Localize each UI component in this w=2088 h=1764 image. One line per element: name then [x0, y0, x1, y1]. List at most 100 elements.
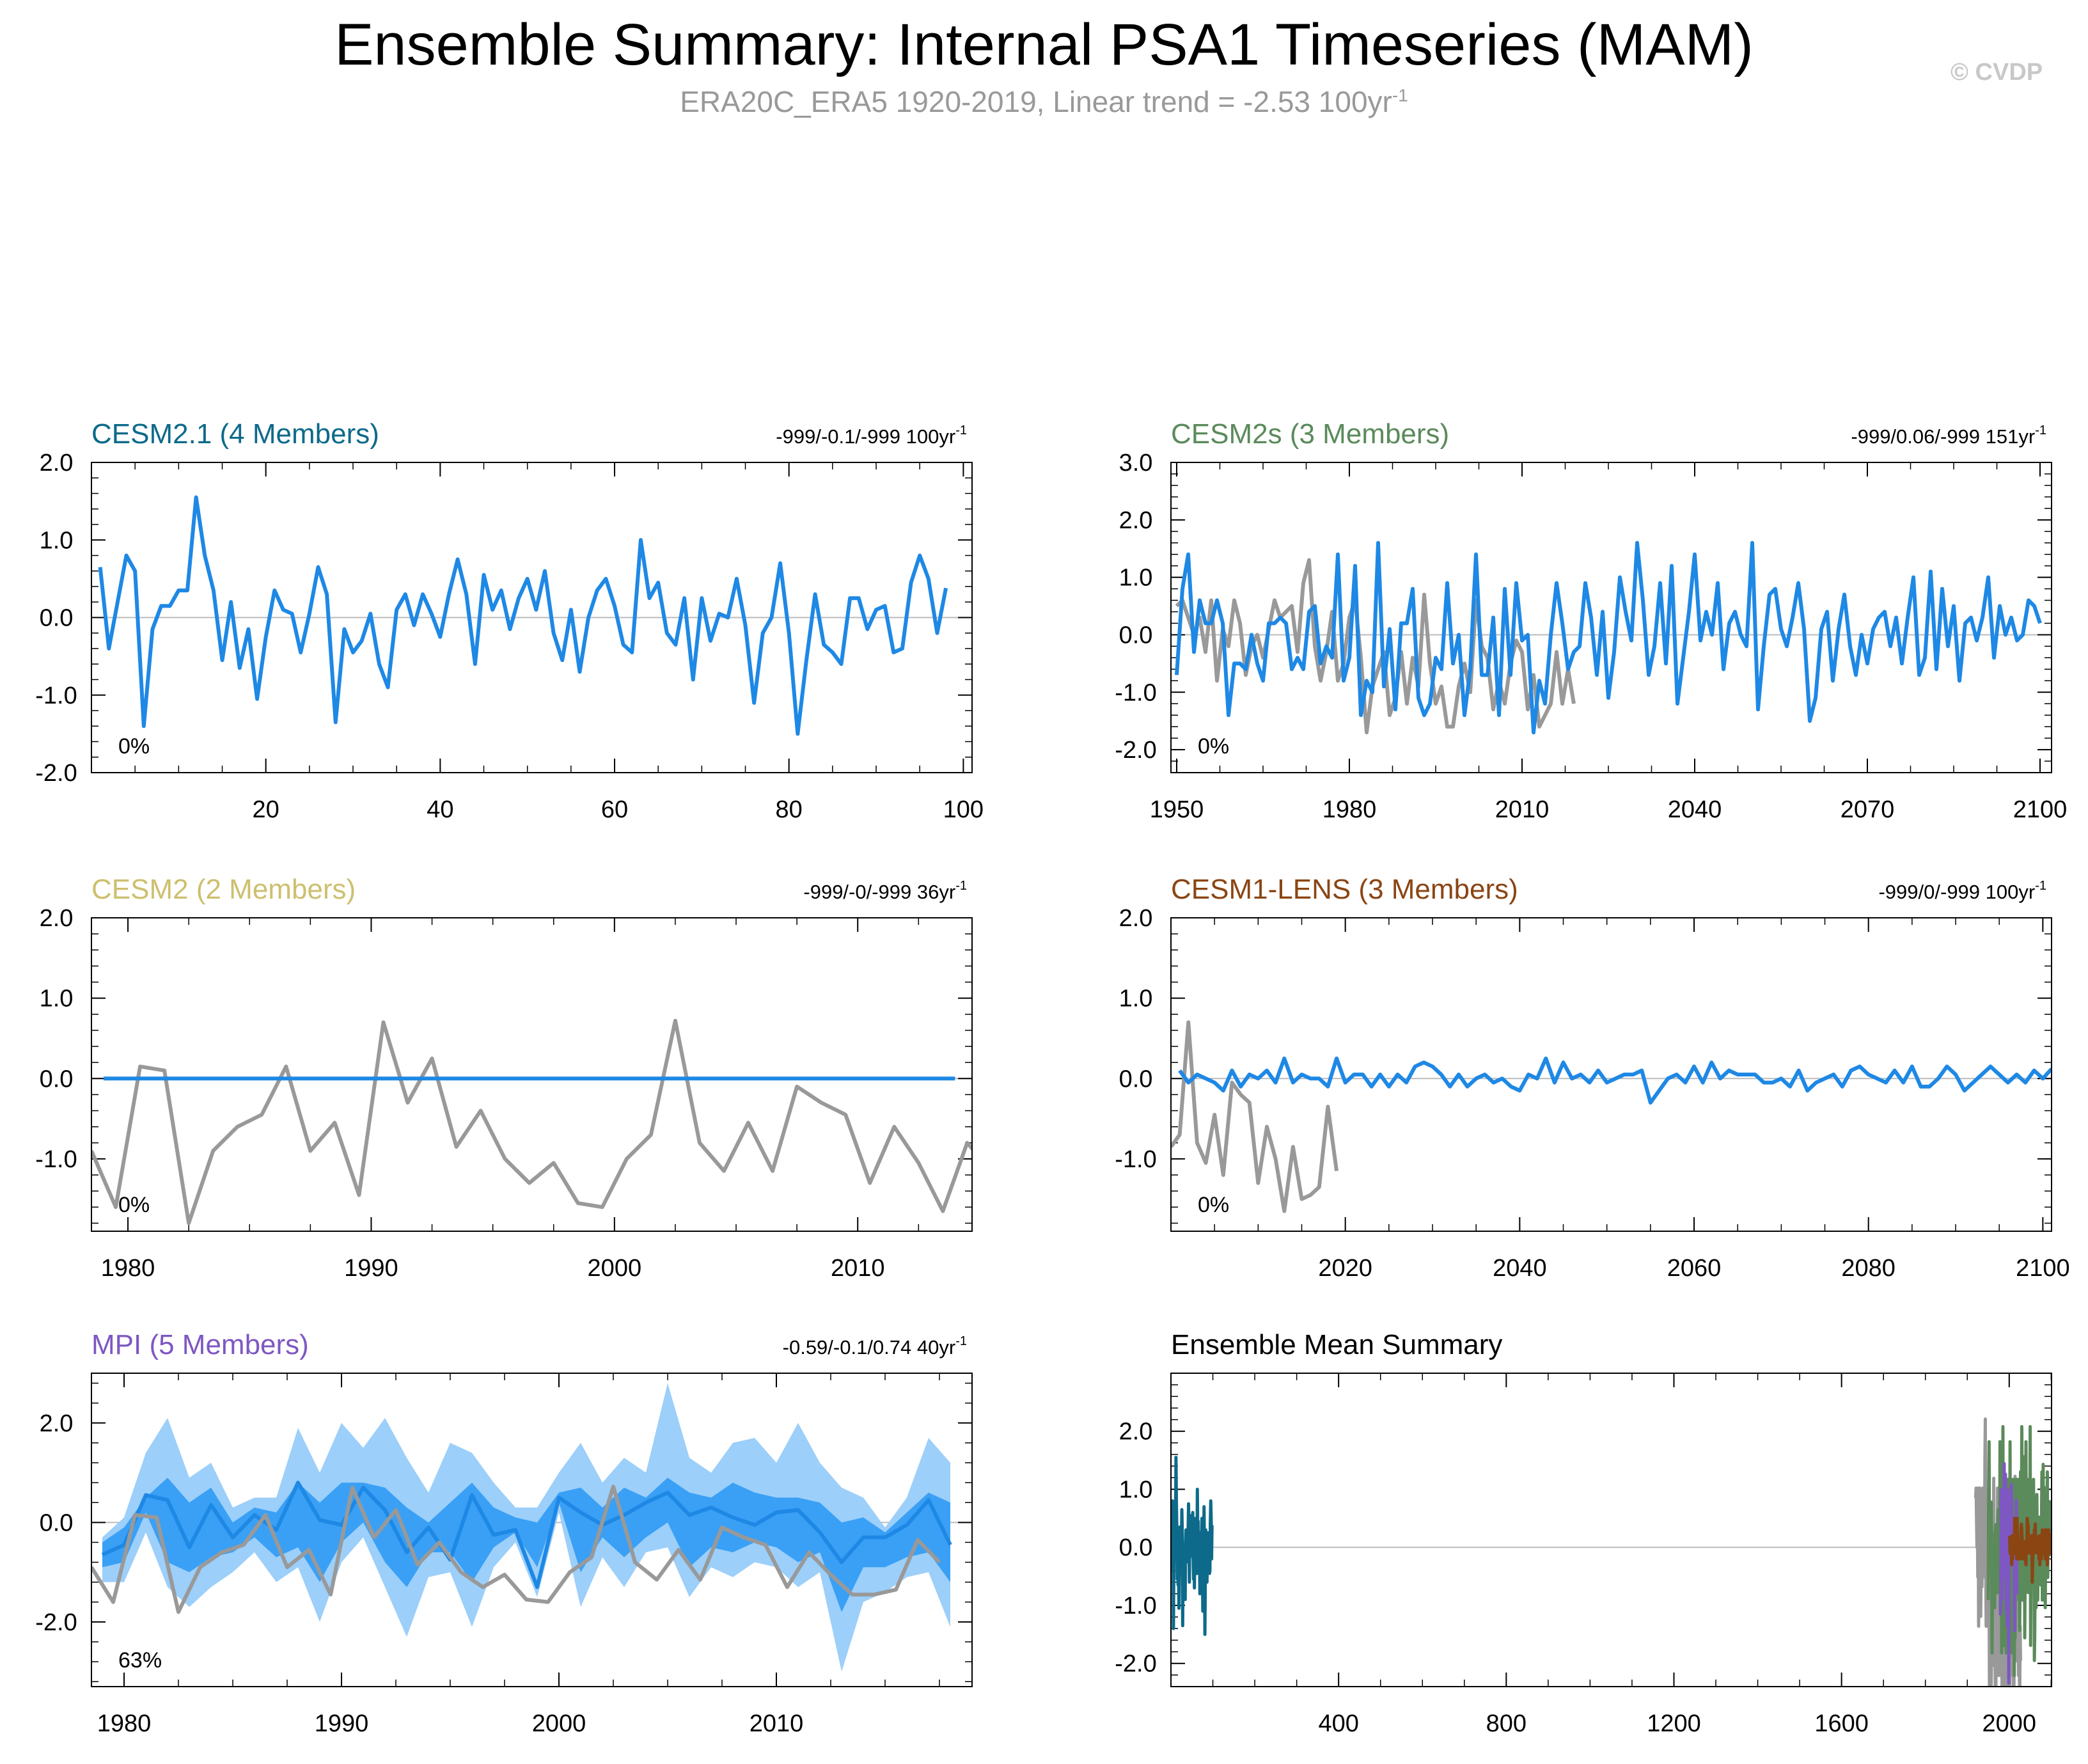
- x-tick-label: 2070: [1841, 796, 1895, 823]
- summary-series-cesm2s: [1986, 1424, 2052, 1678]
- y-tick-label: 0.0: [1119, 622, 1153, 649]
- y-tick-label: 0.0: [40, 1509, 74, 1536]
- panel-title: CESM2.1 (4 Members): [91, 418, 379, 450]
- x-tick-label: 1980: [97, 1710, 152, 1737]
- panel-title: CESM2s (3 Members): [1171, 418, 1449, 450]
- x-tick-label: 60: [601, 796, 628, 823]
- x-tick-label: 2020: [1318, 1255, 1372, 1282]
- plot-area: [98, 495, 948, 736]
- x-tick-label: 2010: [1495, 796, 1550, 823]
- subtitle-unit-exponent: -1: [1392, 85, 1408, 106]
- plot-frame: [1170, 1373, 2052, 1687]
- x-tick-label: 1950: [1150, 796, 1204, 823]
- plot-area: [1171, 1417, 2052, 1687]
- trend-value: -0.59/-0.1/0.74 40yr: [783, 1336, 956, 1358]
- x-tick-label: 2080: [1841, 1255, 1896, 1282]
- x-tick-label: 1980: [101, 1255, 155, 1282]
- series-ensemble-mean: [1178, 1056, 2052, 1105]
- plot-area: [91, 1018, 972, 1225]
- x-tick-label: 20: [253, 796, 279, 823]
- panel-title: MPI (5 Members): [91, 1329, 309, 1360]
- cvdp-watermark: © CVDP: [1951, 59, 2043, 86]
- y-tick-label: -1.0: [1115, 1146, 1156, 1173]
- panel-title: CESM1-LENS (3 Members): [1171, 874, 1518, 905]
- page-title: Ensemble Summary: Internal PSA1 Timeseri…: [334, 12, 1754, 77]
- panel-title: Ensemble Mean Summary: [1171, 1329, 1502, 1360]
- y-tick-label: 0.0: [1119, 1534, 1153, 1561]
- y-tick-label: -1.0: [35, 1146, 77, 1173]
- chart-panel-cesm2: CESM2 (2 Members) -999/-0/-999 36yr-1 1980…: [35, 874, 973, 1282]
- x-tick-label: 1980: [1323, 796, 1377, 823]
- y-tick-label: -2.0: [35, 1609, 77, 1636]
- plot-area: [1171, 1020, 2052, 1213]
- x-tick-label: 2000: [588, 1255, 642, 1282]
- percent-label: 0%: [118, 1193, 150, 1217]
- y-tick-label: 2.0: [1119, 905, 1153, 932]
- trend-unit-exponent: -1: [955, 879, 967, 893]
- page-subtitle: ERA20C_ERA5 1920-2019, Linear trend = -2…: [0, 84, 2088, 119]
- y-tick-label: 1.0: [40, 986, 74, 1012]
- y-tick-label: 1.0: [1119, 1476, 1153, 1503]
- y-tick-label: -2.0: [35, 760, 77, 787]
- x-tick-label: 800: [1486, 1710, 1527, 1737]
- plot-frame: [1170, 917, 2052, 1232]
- x-tick-label: 2100: [2013, 796, 2068, 823]
- trend-value: -999/-0/-999 36yr: [803, 881, 955, 903]
- x-tick-label: 2000: [1982, 1710, 2037, 1737]
- series-observations: [91, 1018, 972, 1225]
- chart-panel-cesm2s: CESM2s (3 Members) -999/0.06/-999 151yr-1…: [1115, 418, 2067, 823]
- percent-label: 0%: [1198, 734, 1229, 759]
- y-tick-label: 2.0: [1119, 1419, 1153, 1445]
- x-tick-label: 1990: [315, 1710, 369, 1737]
- trend-unit-exponent: -1: [2035, 423, 2046, 437]
- plot-frame: [91, 1373, 973, 1687]
- summary-series-cesm1-lens: [2007, 1516, 2052, 1584]
- x-tick-label: 40: [427, 796, 453, 823]
- x-tick-label: 2040: [1668, 796, 1722, 823]
- series-observations: [1171, 1020, 1339, 1213]
- y-tick-label: -2.0: [1115, 737, 1156, 764]
- trend-unit-exponent: -1: [955, 423, 967, 437]
- y-tick-label: -2.0: [1115, 1651, 1156, 1678]
- plot-frame: [91, 462, 973, 773]
- y-tick-label: 0.0: [40, 1066, 74, 1092]
- y-tick-label: 1.0: [1119, 565, 1153, 592]
- y-tick-label: 2.0: [40, 450, 74, 476]
- plot-frame: [91, 917, 973, 1232]
- y-tick-label: -1.0: [35, 682, 77, 709]
- series-ensemble-mean: [101, 1481, 952, 1589]
- percent-label: 0%: [1198, 1193, 1229, 1217]
- summary-series-cesm2-1: [1171, 1456, 1214, 1636]
- chart-panel-mpi: MPI (5 Members) -0.59/-0.1/0.74 40yr-1 198…: [35, 1329, 973, 1737]
- series-observations: [91, 1484, 941, 1614]
- trend-unit-exponent: -1: [955, 1334, 967, 1348]
- x-tick-label: 80: [776, 796, 803, 823]
- series-observations: [1175, 558, 1576, 735]
- x-tick-label: 2010: [750, 1710, 804, 1737]
- y-tick-label: 0.0: [40, 605, 74, 632]
- x-tick-label: 1990: [344, 1255, 398, 1282]
- x-tick-label: 400: [1318, 1710, 1358, 1737]
- trend-value: -999/-0.1/-999 100yr: [776, 425, 955, 448]
- series-ensemble-mean: [1175, 540, 2042, 735]
- trend-label: -999/0/-999 100yr-1: [1878, 879, 2046, 903]
- x-tick-label: 2060: [1667, 1255, 1722, 1282]
- percent-label: 0%: [118, 734, 150, 759]
- y-tick-label: 3.0: [1119, 450, 1153, 476]
- y-tick-label: 2.0: [1119, 507, 1153, 534]
- y-tick-label: 1.0: [40, 527, 74, 554]
- trend-label: -999/-0.1/-999 100yr-1: [776, 423, 967, 448]
- x-tick-label: 2100: [2016, 1255, 2070, 1282]
- trend-label: -999/0.06/-999 151yr-1: [1851, 423, 2046, 448]
- y-tick-label: 2.0: [40, 905, 74, 932]
- x-tick-label: 2000: [532, 1710, 586, 1737]
- x-tick-label: 100: [943, 796, 984, 823]
- chart-panel-cesm21: CESM2.1 (4 Members) -999/-0.1/-999 100yr-…: [35, 418, 984, 823]
- subtitle-text: ERA20C_ERA5 1920-2019, Linear trend = -2…: [680, 85, 1392, 118]
- trend-label: -0.59/-0.1/0.74 40yr-1: [783, 1334, 967, 1358]
- plot-frame: [1170, 462, 2052, 773]
- x-tick-label: 1200: [1647, 1710, 1701, 1737]
- y-tick-label: -1.0: [1115, 1593, 1156, 1619]
- trend-label: -999/-0/-999 36yr-1: [803, 879, 967, 903]
